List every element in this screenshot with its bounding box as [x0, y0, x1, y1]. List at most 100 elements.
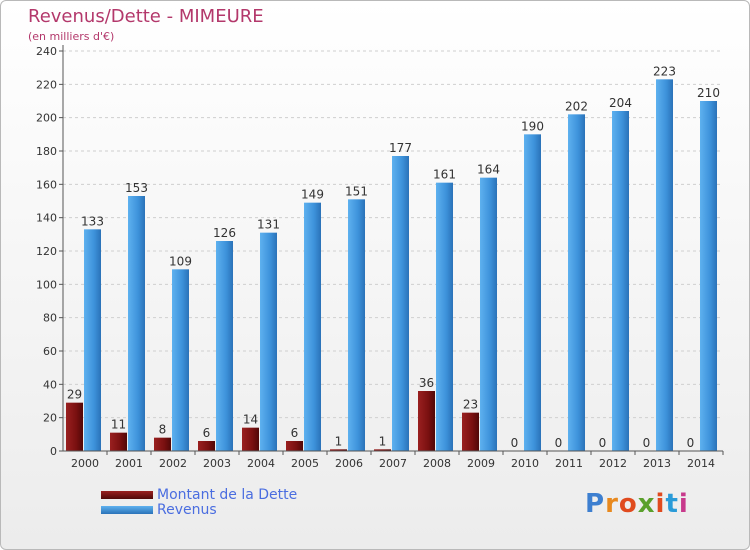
revenue-value-label: 161: [433, 168, 456, 182]
x-tick-label: 2000: [71, 457, 99, 470]
debt-bar: [462, 412, 479, 451]
debt-value-label: 6: [203, 426, 211, 440]
revenue-value-label: 126: [213, 226, 236, 240]
legend-item-dette: Montant de la Dette: [101, 487, 297, 503]
x-tick-label: 2002: [159, 457, 187, 470]
debt-value-label: 0: [643, 436, 651, 450]
x-tick-label: 2005: [291, 457, 319, 470]
x-tick-label: 2010: [511, 457, 539, 470]
chart-subtitle: (en milliers d'€): [28, 30, 115, 43]
debt-bar: [66, 402, 83, 451]
revenue-value-label: 149: [301, 188, 324, 202]
x-tick-label: 2007: [379, 457, 407, 470]
y-tick-label: 200: [36, 112, 57, 125]
y-tick-label: 140: [36, 212, 57, 225]
logo-letter: o: [618, 489, 638, 519]
revenue-bar: [84, 229, 101, 451]
legend: Montant de la Dette Revenus: [101, 487, 297, 518]
x-tick-label: 2003: [203, 457, 231, 470]
x-tick-label: 2001: [115, 457, 143, 470]
revenue-bar: [172, 269, 189, 451]
revenue-bar: [568, 114, 585, 451]
x-tick-label: 2012: [599, 457, 627, 470]
revenue-value-label: 151: [345, 184, 368, 198]
debt-value-label: 23: [463, 398, 478, 412]
debt-bar: [418, 391, 435, 451]
debt-value-label: 6: [291, 426, 299, 440]
x-tick-label: 2013: [643, 457, 671, 470]
debt-value-label: 14: [243, 413, 258, 427]
legend-label-revenus: Revenus: [157, 501, 217, 518]
debt-bar: [330, 449, 347, 451]
debt-value-label: 36: [419, 376, 434, 390]
legend-swatch-revenus: [101, 505, 153, 514]
bar-layer: 29 133 11 153 8 109 6 126 14 131 6 149 1 151 1 177 36 161…: [66, 64, 720, 452]
debt-value-label: 0: [599, 436, 607, 450]
debt-bar: [242, 427, 259, 451]
y-tick-label: 240: [36, 45, 57, 58]
logo-letter: P: [585, 489, 606, 519]
logo-letter: i: [678, 489, 689, 519]
proxiti-logo: Proxiti: [585, 489, 689, 519]
x-tick-label: 2008: [423, 457, 451, 470]
x-tick-label: 2009: [467, 457, 495, 470]
debt-value-label: 8: [159, 423, 167, 437]
y-tick-label: 0: [50, 445, 57, 458]
debt-value-label: 1: [335, 434, 343, 448]
revenue-bar: [480, 177, 497, 451]
revenue-value-label: 109: [169, 254, 192, 268]
revenue-bar: [216, 241, 233, 451]
debt-bar: [154, 437, 171, 451]
y-tick-label: 120: [36, 245, 57, 258]
y-tick-label: 80: [43, 312, 57, 325]
revenue-value-label: 133: [81, 214, 104, 228]
y-tick-label: 160: [36, 178, 57, 191]
y-tick-label: 220: [36, 78, 57, 91]
logo-letter: x: [637, 489, 656, 519]
debt-bar: [286, 441, 303, 451]
revenue-value-label: 190: [521, 119, 544, 133]
revenue-value-label: 153: [125, 181, 148, 195]
revenue-bar: [700, 101, 717, 451]
revenue-bar: [348, 199, 365, 451]
chart-title: Revenus/Dette - MIMEURE: [28, 6, 264, 27]
debt-bar: [110, 432, 127, 451]
debt-bar: [198, 441, 215, 451]
revenue-value-label: 177: [389, 141, 412, 155]
logo-letter: r: [605, 489, 619, 519]
y-tick-label: 60: [43, 345, 57, 358]
y-tick-label: 40: [43, 378, 57, 391]
revenue-bar: [436, 182, 453, 451]
revenue-value-label: 204: [609, 96, 632, 110]
debt-value-label: 29: [67, 388, 82, 402]
revenue-value-label: 164: [477, 163, 500, 177]
revenue-bar: [524, 134, 541, 452]
x-tick-label: 2004: [247, 457, 275, 470]
revenue-bar: [612, 111, 629, 451]
legend-item-revenus: Revenus: [101, 501, 297, 518]
debt-value-label: 11: [111, 418, 126, 432]
revenue-bar: [128, 196, 145, 451]
revenue-bar: [656, 79, 673, 451]
debt-value-label: 0: [555, 436, 563, 450]
legend-swatch-dette: [101, 490, 153, 499]
logo-letter: t: [665, 489, 679, 519]
x-tick-label: 2011: [555, 457, 583, 470]
debt-value-label: 1: [379, 434, 387, 448]
revenue-bar: [304, 202, 321, 451]
debt-value-label: 0: [511, 436, 519, 450]
y-tick-label: 20: [43, 412, 57, 425]
revenue-bar: [260, 232, 277, 451]
x-tick-label: 2014: [687, 457, 715, 470]
debt-bar: [374, 449, 391, 451]
revenue-value-label: 131: [257, 218, 280, 232]
revenue-bar: [392, 156, 409, 451]
debt-value-label: 0: [687, 436, 695, 450]
logo-letter: i: [655, 489, 666, 519]
revenue-value-label: 223: [653, 64, 676, 78]
y-tick-label: 180: [36, 145, 57, 158]
x-tick-label: 2006: [335, 457, 363, 470]
